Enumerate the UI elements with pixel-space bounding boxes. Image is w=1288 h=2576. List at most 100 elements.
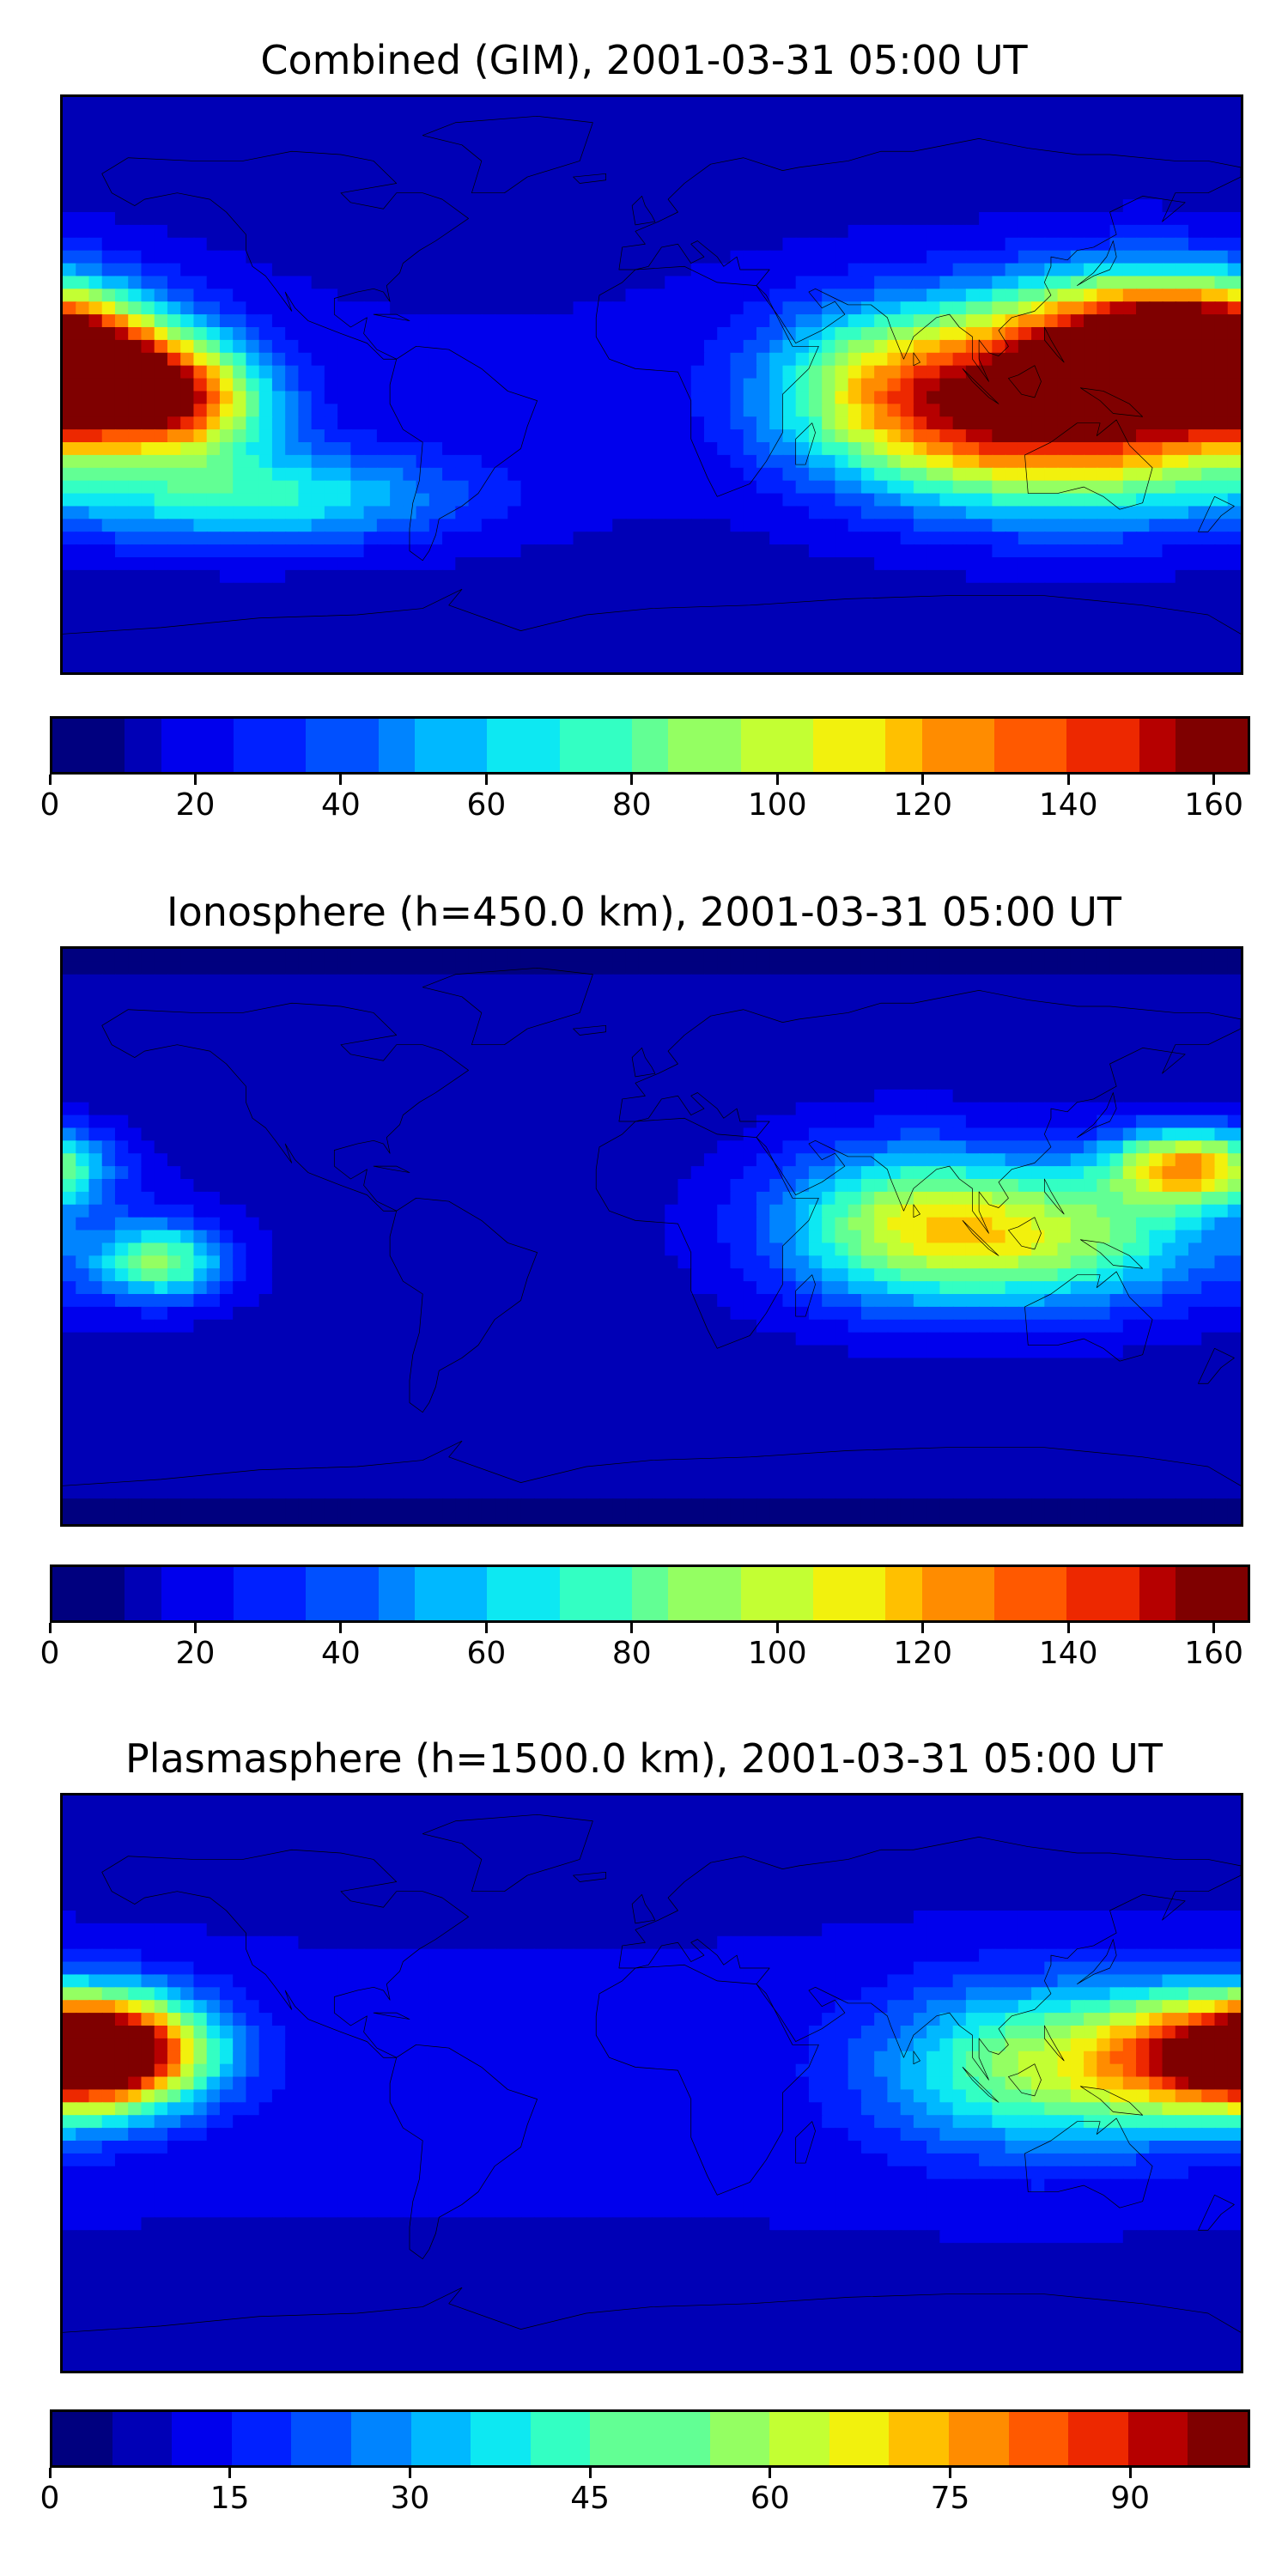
colorbar-level [172,2412,232,2465]
colorbar-tick-label: 120 [893,787,953,823]
coastline-japan [1077,241,1116,286]
colorbar-tick-label: 160 [1184,1636,1243,1671]
coastline-africa [596,1118,818,1348]
colorbar [50,716,1250,775]
colorbar-level [523,719,560,772]
colorbar-level [1103,719,1139,772]
colorbar [50,1564,1250,1623]
colorbar-ticks: 0 20 40 60 80 100 120 140 160 [40,775,1250,826]
colorbar-level [885,1567,922,1620]
coastline-japan [1077,1940,1116,1984]
colorbar-level [233,719,270,772]
colorbar-level [921,719,958,772]
coastline-africa [596,1965,818,2195]
colorbar-level [1066,1567,1103,1620]
colorbar-level [451,719,488,772]
coastline-eurasia [619,1837,1241,2080]
colorbar-level [1066,719,1103,772]
colorbar-tick-label: 140 [1038,787,1098,823]
tec-map [63,97,1241,672]
colorbar-level [559,719,596,772]
colorbar-tick-label: 15 [210,2481,250,2516]
panel-title: Plasmasphere (h=1500.0 km), 2001-03-31 0… [125,1735,1163,1782]
colorbar-level [1175,1567,1212,1620]
tec-field [63,97,1241,672]
coastline-greenland [422,116,592,192]
colorbar-level [270,1567,307,1620]
colorbar-level [487,1567,524,1620]
colorbar-tick-label: 40 [321,787,361,823]
colorbar-level [378,1567,415,1620]
coastline-philippines [1044,327,1064,362]
colorbar-tick-label: 60 [750,2481,790,2516]
colorbar-level [451,1567,488,1620]
colorbar-level [632,719,669,772]
colorbar-level [776,719,813,772]
colorbar-level [487,719,524,772]
coastline-greenland [422,968,592,1044]
coastline-antarctica [63,1441,1241,1485]
coastline-new-guinea [1080,1240,1142,1269]
coastline-new-zealand [1198,1348,1234,1383]
panel-title: Ionosphere (h=450.0 km), 2001-03-31 05:0… [167,889,1121,935]
coastline-antarctica [63,589,1241,634]
coastline-new-zealand [1198,2195,1234,2230]
coastlines [63,1814,1241,2332]
colorbar-level [948,2412,1009,2465]
colorbar-tick-label: 75 [930,2481,970,2516]
colorbar-tick-label: 90 [1110,2481,1151,2516]
colorbar [50,2409,1250,2468]
map-panel [60,94,1243,675]
coastline-north-america [102,1003,469,1211]
colorbar-level [1175,719,1212,772]
colorbar-level [291,2412,351,2465]
colorbar-level [161,719,197,772]
colorbar-tick-label: 0 [39,787,60,823]
coastline-australia [1024,420,1152,509]
colorbar-level [414,1567,452,1620]
coastline-cuba [374,2013,410,2019]
colorbar-level [161,1567,197,1620]
coastline-sri-lanka [914,353,920,366]
colorbar-level [921,1567,958,1620]
colorbar-level [1127,2412,1188,2465]
colorbar-tick-label: 20 [175,1636,216,1671]
coastline-sumatra [963,1220,999,1255]
colorbar-level [410,2412,471,2465]
coastline-philippines [1044,2026,1064,2061]
colorbar-level [306,1567,343,1620]
coastline-madagascar [796,2122,816,2163]
coastline-japan [1077,1093,1116,1138]
colorbar-tick-label: 45 [570,2481,610,2516]
colorbar-level [889,2412,949,2465]
colorbar-ticks: 0 15 30 45 60 75 90 [40,2468,1250,2519]
colorbar-level [559,1567,596,1620]
colorbar-tick-label: 80 [611,787,652,823]
tec-map [63,949,1241,1524]
colorbar-tick-label: 120 [893,1636,953,1671]
colorbar-level [632,1567,669,1620]
colorbar-tick-label: 60 [466,1636,507,1671]
colorbar-level [52,2412,112,2465]
colorbar-tick-label: 40 [321,1636,361,1671]
colorbar-level [523,1567,560,1620]
coastline-antarctica [63,2287,1241,2332]
coastline-great-britain [632,1048,655,1077]
coastlines [63,116,1241,634]
colorbar-level [197,719,234,772]
colorbar-level [590,2412,650,2465]
colorbar-level [595,1567,632,1620]
colorbar-level [530,2412,591,2465]
colorbar-level [812,719,850,772]
colorbar-level [704,719,741,772]
colorbar-level [231,2412,292,2465]
colorbar-level [957,1567,994,1620]
colorbar-level [350,2412,411,2465]
colorbar-tick-label: 100 [747,1636,807,1671]
coastline-south-america [390,346,537,560]
colorbar-tick-label: 0 [39,2481,60,2516]
colorbar-level [704,1567,741,1620]
colorbar-level [885,719,922,772]
colorbar-level [233,1567,270,1620]
coastline-sumatra [963,2067,999,2102]
